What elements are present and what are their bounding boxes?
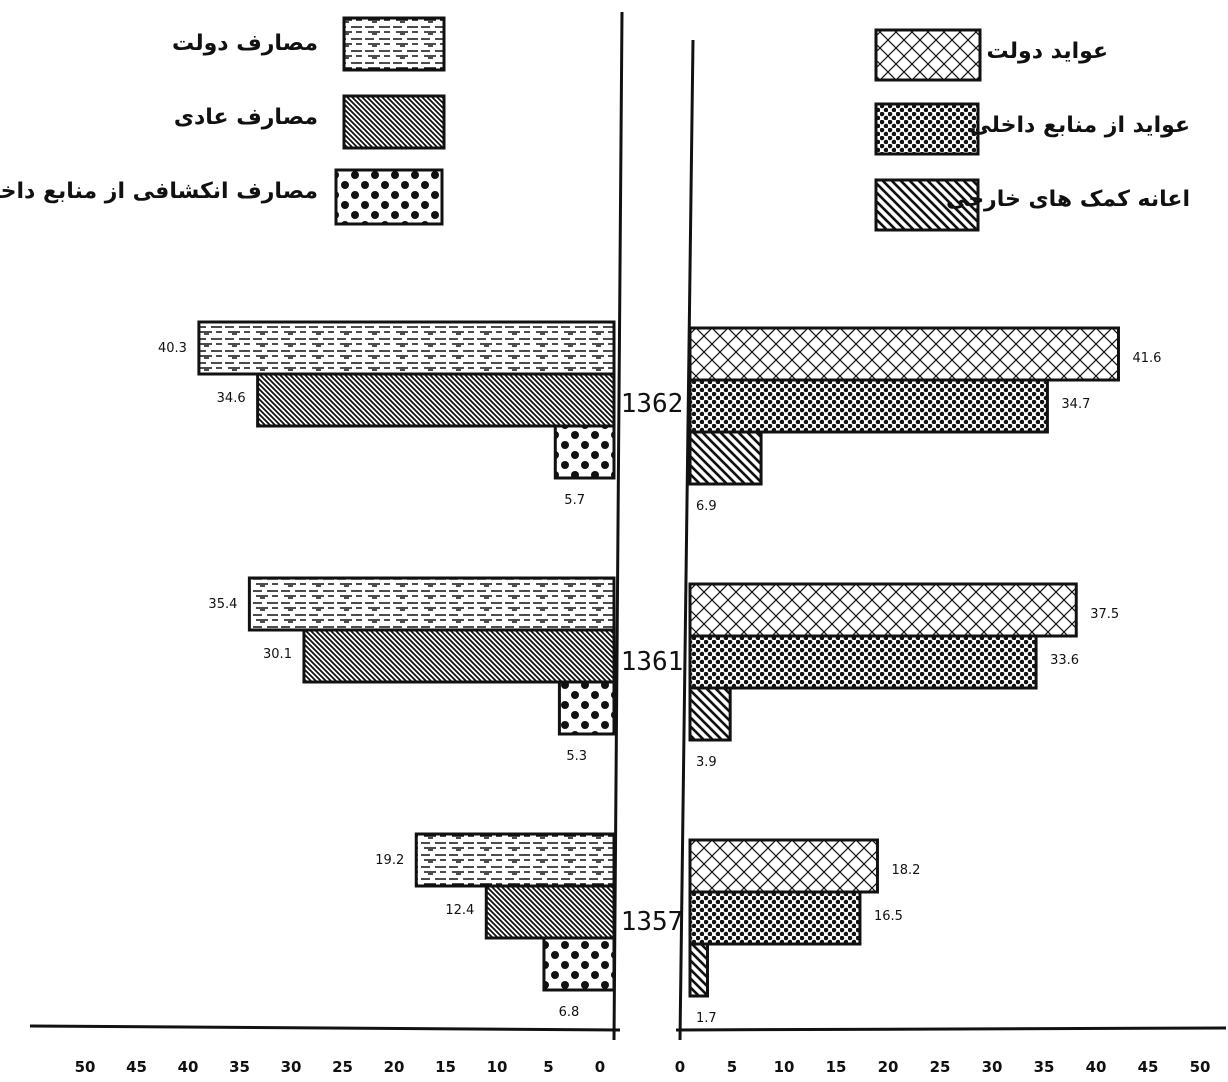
left-tick-15: 15 (435, 1058, 456, 1076)
value-label-right-1361-s1: 33.6 (1050, 653, 1079, 668)
legend-label-development: مصارف انکشافی از منابع داخلی (0, 179, 318, 204)
value-label-left-1362-s2: 5.7 (564, 493, 585, 508)
left-axis-ticks: 50 45 40 35 30 25 20 15 10 5 0 (75, 1058, 606, 1076)
right-tick-30: 30 (982, 1058, 1003, 1076)
left-tick-5: 5 (543, 1058, 553, 1076)
right-tick-45: 45 (1138, 1058, 1159, 1076)
right-vertical-axis (678, 39, 695, 1041)
bar-right-1362-s2 (688, 430, 763, 486)
legend-label-expenses: مصارف دولت (172, 31, 318, 56)
legend-swatch-dashes (342, 16, 446, 72)
bar-left-1361-s0 (247, 576, 616, 632)
value-label-left-1357-s1: 12.4 (445, 903, 474, 918)
value-label-right-1362-s1: 34.7 (1061, 397, 1090, 412)
legend-swatch-diagonal-dense (342, 94, 446, 150)
right-tick-35: 35 (1034, 1058, 1055, 1076)
value-labels-layer: 40.3 34.6 5.7 41.6 34.7 6.9 35.4 30.1 5.3 37.5 33.… (158, 341, 1161, 1026)
legend-label-domestic-revenue: عواید از منابع داخلی (969, 113, 1190, 138)
legend-label-foreign-aid: اعانه کمک های خارجی (946, 187, 1190, 212)
right-tick-5: 5 (727, 1058, 737, 1076)
value-label-left-1357-s0: 19.2 (375, 853, 404, 868)
bar-left-1361-s1 (302, 628, 616, 684)
right-tick-25: 25 (930, 1058, 951, 1076)
year-label-1357: 1357 (621, 907, 684, 937)
right-axis-ticks: 0 5 10 15 20 25 30 35 40 45 50 (675, 1058, 1211, 1076)
legend-swatch-crosshatch (874, 28, 982, 82)
right-tick-50: 50 (1190, 1058, 1211, 1076)
value-label-left-1362-s1: 34.6 (217, 391, 246, 406)
right-tick-10: 10 (774, 1058, 795, 1076)
bar-right-1361-s1 (688, 634, 1038, 690)
legend-label-revenues: عواید دولت (986, 39, 1108, 64)
bar-right-1361-s0 (688, 582, 1078, 638)
bar-left-1357-s0 (414, 832, 616, 888)
left-tick-45: 45 (126, 1058, 147, 1076)
legend-left: مصارف دولت مصارف عادی مصارف انکشافی از م… (0, 16, 446, 226)
bar-right-1362-s0 (688, 326, 1120, 382)
value-label-right-1362-s0: 41.6 (1132, 351, 1161, 366)
right-tick-0: 0 (675, 1058, 685, 1076)
value-label-left-1361-s0: 35.4 (208, 597, 237, 612)
value-label-right-1362-s2: 6.9 (696, 499, 717, 514)
value-label-left-1357-s2: 6.8 (559, 1005, 580, 1020)
year-labels-layer: 1362 1361 1357 (621, 389, 684, 937)
left-tick-20: 20 (384, 1058, 405, 1076)
value-label-right-1361-s2: 3.9 (696, 755, 717, 770)
bar-left-1357-s1 (484, 884, 616, 940)
value-label-right-1357-s1: 16.5 (874, 909, 903, 924)
right-tick-40: 40 (1086, 1058, 1107, 1076)
legend-swatch-dots (334, 168, 444, 226)
year-label-1362: 1362 (621, 389, 684, 419)
right-horizontal-axis (675, 1026, 1227, 1032)
left-tick-35: 35 (229, 1058, 250, 1076)
left-tick-30: 30 (281, 1058, 302, 1076)
bar-left-1361-s2 (557, 680, 616, 736)
left-tick-50: 50 (75, 1058, 96, 1076)
bar-right-1357-s2 (688, 942, 710, 998)
left-tick-0: 0 (595, 1058, 605, 1076)
bar-left-1357-s2 (542, 936, 616, 992)
value-label-right-1357-s2: 1.7 (696, 1011, 717, 1026)
value-label-right-1361-s0: 37.5 (1090, 607, 1119, 622)
value-label-right-1357-s0: 18.2 (891, 863, 920, 878)
bar-left-1362-s0 (197, 320, 616, 376)
bar-right-1362-s1 (688, 378, 1049, 434)
left-tick-10: 10 (487, 1058, 508, 1076)
year-label-1361: 1361 (621, 647, 684, 677)
legend-label-ordinary: مصارف عادی (174, 105, 318, 130)
bars-layer (197, 320, 1120, 998)
legend-swatch-diagonal (874, 178, 980, 232)
left-tick-40: 40 (178, 1058, 199, 1076)
value-label-left-1361-s1: 30.1 (263, 647, 292, 662)
bar-left-1362-s2 (553, 424, 616, 480)
bar-right-1357-s1 (688, 890, 862, 946)
legend-swatch-checker (874, 102, 980, 156)
value-label-left-1361-s2: 5.3 (566, 749, 587, 764)
right-tick-15: 15 (826, 1058, 847, 1076)
bar-right-1357-s0 (688, 838, 879, 894)
left-horizontal-axis (29, 1024, 621, 1032)
left-tick-25: 25 (332, 1058, 353, 1076)
value-label-left-1362-s0: 40.3 (158, 341, 187, 356)
legend-right: عواید دولت عواید از منابع داخلی اعانه کم… (874, 28, 1190, 232)
right-tick-20: 20 (878, 1058, 899, 1076)
bar-left-1362-s1 (256, 372, 616, 428)
bar-right-1361-s2 (688, 686, 732, 742)
